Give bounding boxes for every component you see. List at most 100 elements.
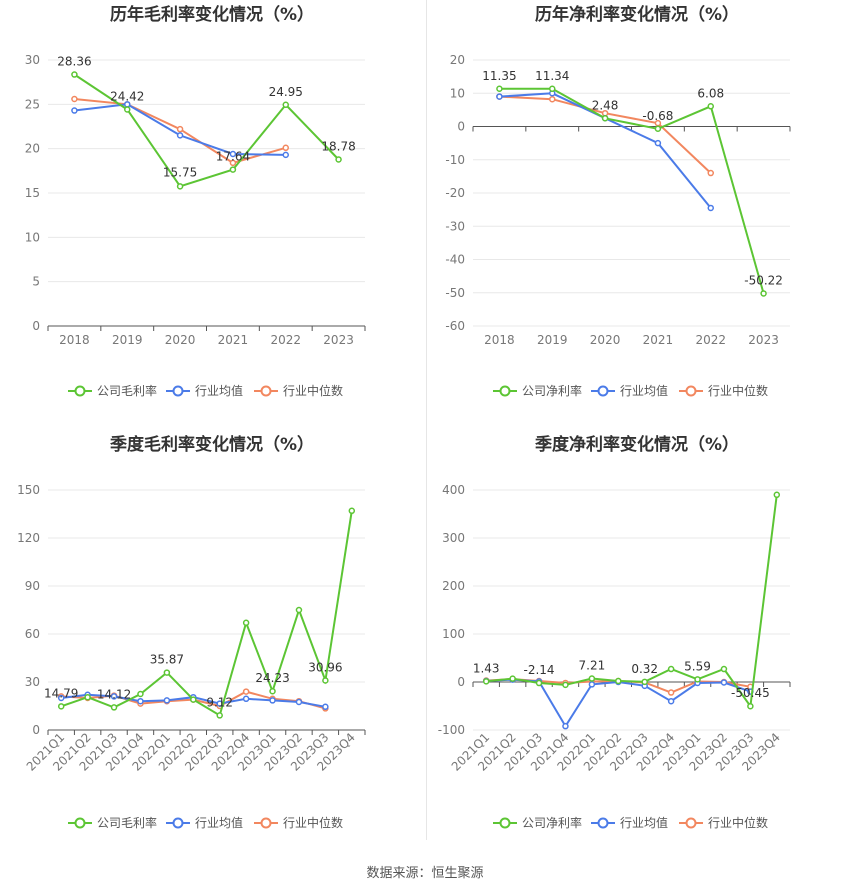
- chart-title: 季度净利率变化情况（%）: [535, 434, 739, 455]
- data-label: -50.22: [744, 273, 783, 287]
- quarterly-net-chart: 季度净利率变化情况（%）-10001002003004002021Q12021Q…: [438, 434, 791, 830]
- data-point-company: [269, 687, 276, 695]
- data-label: 9.12: [206, 695, 233, 709]
- data-point-industry-avg: [176, 132, 184, 139]
- data-label: 24.23: [255, 671, 289, 685]
- y-tick-label: 0: [32, 319, 40, 333]
- y-tick-label: 300: [442, 531, 465, 545]
- x-tick-label: 2021: [643, 333, 674, 347]
- quarterly-gross-chart: 季度毛利率变化情况（%）03060901201502021Q12021Q2202…: [17, 434, 366, 830]
- data-point-company: [760, 290, 767, 297]
- legend-label-industry-median: 行业中位数: [708, 383, 768, 398]
- y-tick-label: 150: [17, 483, 40, 497]
- y-tick-label: 20: [25, 142, 40, 156]
- legend-marker-industry-avg: [597, 385, 609, 397]
- legend-marker-industry-avg: [597, 817, 609, 829]
- data-point-industry-avg: [654, 139, 662, 147]
- legend-marker-industry-avg: [172, 385, 184, 397]
- data-point-industry-avg: [295, 698, 303, 706]
- y-tick-label: 120: [17, 531, 40, 545]
- data-point-industry-median: [242, 688, 250, 695]
- data-point-company: [322, 677, 329, 684]
- data-point-company: [509, 675, 516, 682]
- y-tick-label: 60: [25, 627, 40, 641]
- x-tick-label: 2023: [748, 333, 779, 347]
- y-tick-label: 30: [25, 675, 40, 689]
- data-point-company: [190, 696, 197, 703]
- data-point-company: [71, 71, 78, 78]
- data-point-company: [615, 677, 622, 685]
- y-tick-label: 0: [32, 723, 40, 737]
- data-point-company: [335, 156, 342, 163]
- data-point-company: [601, 115, 609, 122]
- data-label: 5.59: [684, 659, 711, 673]
- data-point-industry-avg: [282, 151, 289, 159]
- data-point-company: [137, 690, 144, 698]
- data-point-company: [216, 712, 223, 719]
- data-point-industry-median: [282, 144, 289, 152]
- data-point-company: [163, 669, 171, 676]
- data-label: 35.87: [150, 653, 184, 667]
- y-tick-label: 90: [25, 579, 40, 593]
- data-point-company: [535, 679, 543, 687]
- y-tick-label: 0: [457, 675, 465, 689]
- data-point-company: [282, 101, 289, 109]
- data-point-industry-avg: [71, 107, 78, 114]
- legend-marker-industry-avg: [172, 817, 184, 829]
- legend-label-company: 公司净利率: [522, 815, 582, 830]
- data-point-company: [242, 619, 250, 627]
- data-label: 15.75: [163, 165, 197, 179]
- y-tick-label: -50: [445, 286, 465, 300]
- data-point-company: [295, 606, 303, 614]
- data-point-company: [773, 491, 781, 499]
- x-tick-label: 2020: [165, 333, 196, 347]
- legend-label-industry-median: 行业中位数: [708, 815, 768, 830]
- legend-label-industry-median: 行业中位数: [283, 815, 343, 830]
- chart-panel-annual-gross: 历年毛利率变化情况（%） 0 5 10 15 20 25 30 2018 2019 2020 2021…: [0, 0, 425, 430]
- legend-label-industry-avg: 行业均值: [195, 815, 243, 830]
- panel-divider: [426, 0, 427, 840]
- data-point-company: [229, 166, 237, 173]
- data-point-industry-avg: [163, 697, 171, 704]
- data-label: 11.35: [482, 69, 516, 83]
- data-label: 30.96: [308, 660, 342, 674]
- x-tick-label: 2021: [218, 333, 249, 347]
- data-point-industry-median: [549, 95, 556, 103]
- data-point-industry-avg: [269, 697, 276, 704]
- data-point-industry-avg: [496, 93, 503, 100]
- x-tick-label: 2020: [590, 333, 621, 347]
- chart-panel-annual-net: 历年净利率变化情况（%） -60 -50 -40 -30 -20 -10 0 10 20 2018 2…: [425, 0, 850, 430]
- data-point-industry-median: [176, 125, 184, 133]
- data-point-industry-avg: [229, 150, 237, 158]
- legend-label-industry-median: 行业中位数: [283, 383, 343, 398]
- data-point-company: [57, 703, 65, 710]
- data-point-company: [496, 85, 503, 93]
- data-point-company: [667, 665, 675, 673]
- y-tick-label: -60: [445, 319, 465, 333]
- data-point-industry-median: [229, 159, 237, 167]
- data-point-company: [654, 125, 662, 133]
- data-point-company: [707, 103, 714, 110]
- y-tick-label: 15: [25, 186, 40, 200]
- data-label: 17.64: [216, 150, 250, 164]
- x-tick-label: 2019: [112, 333, 143, 347]
- data-point-industry-avg: [110, 693, 118, 700]
- legend-marker-company: [74, 817, 86, 829]
- legend-label-company: 公司毛利率: [97, 383, 157, 398]
- legend-label-industry-avg: 行业均值: [195, 383, 243, 398]
- data-label: 24.42: [110, 89, 144, 103]
- data-label: 6.08: [697, 86, 724, 100]
- data-label: 24.95: [269, 85, 303, 99]
- data-point-industry-avg: [720, 679, 728, 686]
- annual-net-chart: 历年净利率变化情况（%） -60 -50 -40 -30 -20 -10 0 10 20 2018 2…: [445, 4, 791, 398]
- data-point-company: [562, 681, 569, 689]
- data-point-industry-avg: [588, 681, 596, 688]
- data-label: -50.45: [731, 686, 770, 700]
- data-point-industry-avg: [137, 697, 144, 705]
- y-tick-label: 100: [442, 627, 465, 641]
- chart-title: 历年毛利率变化情况（%）: [110, 4, 314, 25]
- data-label: 14.79: [44, 686, 78, 700]
- data-point-industry-median: [707, 169, 714, 177]
- data-label: 11.34: [535, 69, 569, 83]
- data-label: -0.68: [642, 109, 673, 123]
